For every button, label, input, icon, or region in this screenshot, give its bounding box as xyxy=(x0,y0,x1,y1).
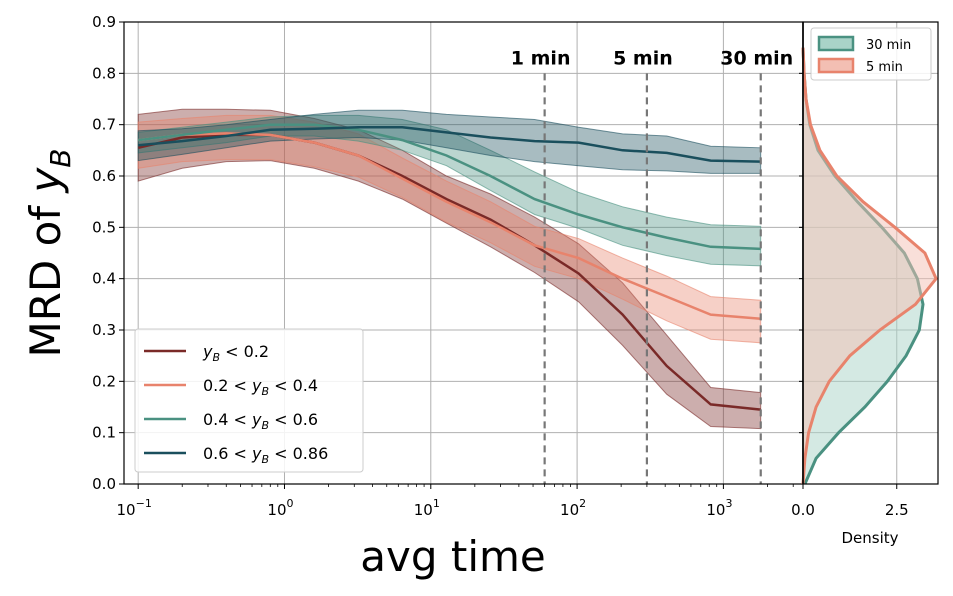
x-tick-label: 102 xyxy=(560,497,586,519)
main-legend-frame xyxy=(134,328,364,473)
density-x-tick-label: 2.5 xyxy=(885,501,909,519)
y-tick-label: 0.2 xyxy=(92,372,116,390)
density-legend: 30 min 5 min xyxy=(810,27,932,81)
legend-label: 0.2 < yB < 0.4 xyxy=(203,376,318,398)
main-x-axis: 10−1 100 101 102 103 xyxy=(117,484,794,519)
x-tick-label: 10−1 xyxy=(117,497,152,519)
legend-label: 0.6 < yB < 0.86 xyxy=(203,444,328,466)
density-fill xyxy=(803,47,937,484)
y-tick-label: 0.4 xyxy=(92,270,116,288)
density-legend-label: 5 min xyxy=(866,60,903,75)
y-axis-title: MRD of yB xyxy=(21,148,77,357)
density-x-axis-title: Density xyxy=(841,529,898,547)
y-axis-title-text: MRD of yB xyxy=(21,148,77,357)
density-legend-swatch xyxy=(817,35,855,52)
y-tick-label: 0.1 xyxy=(92,424,116,442)
y-tick-label: 0.9 xyxy=(92,13,116,31)
density-plot-frame xyxy=(802,21,939,485)
main-legend: yB < 0.2 0.2 < yB < 0.4 0.4 < yB < 0.6 0.6 … xyxy=(134,328,364,473)
x-tick-label: 103 xyxy=(706,497,732,519)
y-tick-label: 0.5 xyxy=(92,218,116,236)
time-marker-label: 30 min xyxy=(720,47,793,69)
density-curve xyxy=(801,47,938,485)
x-tick-label: 101 xyxy=(414,497,440,519)
series-line xyxy=(138,123,761,251)
y-axis-title-symbol: y xyxy=(21,167,70,195)
y-tick-label: 0.6 xyxy=(92,167,116,185)
x-tick-label: 100 xyxy=(267,497,293,519)
y-axis-title-sub: B xyxy=(44,148,77,167)
density-legend-swatch xyxy=(817,57,855,74)
time-marker-label: 5 min xyxy=(613,47,673,69)
x-axis-title: avg time xyxy=(360,532,546,581)
time-marker-label: 1 min xyxy=(511,47,571,69)
y-tick-label: 0.8 xyxy=(92,64,116,82)
y-tick-label: 0.3 xyxy=(92,321,116,339)
density-x-axis: 0.0 2.5 xyxy=(791,484,909,519)
series-line xyxy=(138,125,761,163)
density-legend-label: 30 min xyxy=(866,38,911,53)
main-lines xyxy=(137,123,761,411)
y-tick-label: 0.0 xyxy=(92,475,116,493)
legend-label: yB < 0.2 xyxy=(202,342,269,364)
y-tick-label: 0.7 xyxy=(92,116,116,134)
legend-label: 0.4 < yB < 0.6 xyxy=(203,410,318,432)
density-x-tick-label: 0.0 xyxy=(791,501,815,519)
y-axis-title-prefix: MRD of xyxy=(21,193,70,358)
main-vlines: 1 min 5 min 30 min xyxy=(511,47,793,484)
main-y-axis: 0.0 0.1 0.2 0.3 0.4 0.5 0.6 0.7 0.8 0.9 xyxy=(92,13,124,493)
